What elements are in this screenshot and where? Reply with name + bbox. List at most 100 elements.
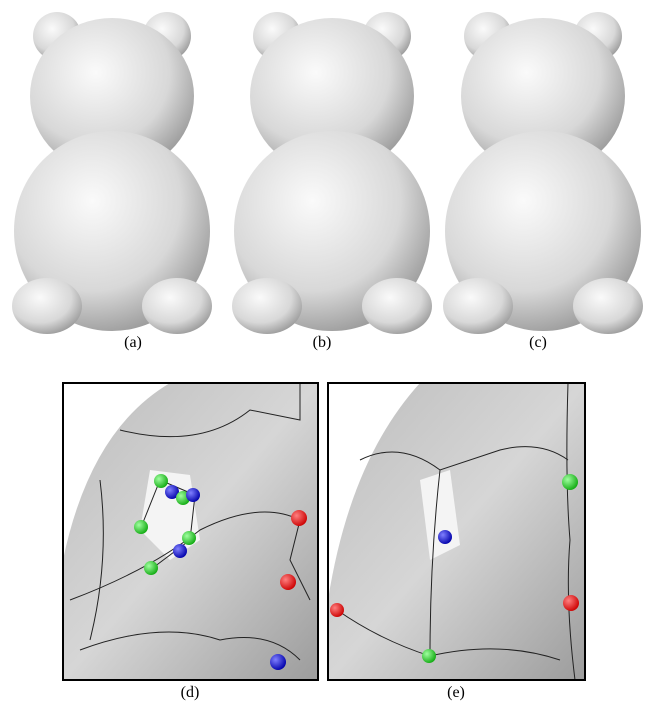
- vertex-dot: [99, 11, 104, 16]
- vertex-dot: [184, 11, 189, 16]
- vertex-dot: [110, 7, 115, 12]
- vertex-dot: [26, 166, 31, 171]
- vertex-dot: [25, 124, 30, 129]
- vertex-dot: [15, 156, 20, 161]
- vertex-dot: [198, 88, 203, 93]
- vertex-dot: [10, 95, 15, 100]
- segment-boundary: [230, 133, 247, 158]
- vertex-dot: [91, 13, 96, 18]
- vertex-dot: [23, 40, 28, 45]
- vertex-dot: [24, 141, 29, 146]
- segment-boundary: [21, 139, 42, 165]
- segment-boundary: [343, 2, 377, 17]
- vertex-dot: [21, 123, 26, 128]
- vertex-dot: [457, 119, 461, 123]
- segment-boundary: [411, 104, 445, 126]
- vertex-dot: [147, 5, 152, 10]
- vertex-dot: [20, 119, 25, 124]
- vertex-dot: [420, 83, 424, 87]
- vertex-dot: [197, 175, 202, 180]
- vertex-dot: [424, 160, 428, 164]
- segment-boundary: [441, 70, 452, 92]
- vertex-dot: [93, 8, 98, 13]
- vertex-dot: [172, 7, 177, 12]
- bear-b: [209, 0, 445, 360]
- vertex-dot: [24, 134, 29, 139]
- vertex-dot: [206, 32, 211, 37]
- vertex-dot: [86, 12, 91, 17]
- segment-boundary: [82, 327, 98, 351]
- vertex-dot: [22, 34, 27, 39]
- segment-boundary: [187, 12, 218, 31]
- vertex-dot: [197, 107, 202, 112]
- segment-boundary: [76, 332, 107, 352]
- vertex-dot: [631, 133, 635, 137]
- vertex-dot: [209, 100, 214, 105]
- vertex-dot: [187, 131, 192, 136]
- vertex-dot: [197, 84, 202, 89]
- vertex-dot: [92, 7, 97, 12]
- vertex-dot: [12, 10, 17, 15]
- vertex-dot: [196, 98, 201, 103]
- vertex-dot: [16, 54, 21, 59]
- vertex-dot: [32, 50, 37, 55]
- vertex-dot: [208, 39, 213, 44]
- vertex-dot: [198, 156, 203, 161]
- vertex-dot: [28, 161, 33, 166]
- vertex-dot: [67, 7, 72, 12]
- vertex-dot: [29, 156, 34, 161]
- vertex-dot: [14, 165, 19, 170]
- bear-a: [1, 0, 223, 353]
- vertex-dot: [31, 18, 36, 23]
- panel-label: (d): [181, 684, 200, 701]
- vertex-dot: [13, 285, 18, 290]
- vertex-dot: [234, 47, 238, 51]
- vertex-dot: [209, 70, 214, 75]
- vertex-dot: [26, 10, 31, 15]
- vertex-dot: [23, 25, 28, 30]
- vertex-dot: [200, 48, 205, 53]
- vertex-dot: [166, 7, 171, 12]
- segment-boundary: [1, 129, 18, 154]
- vertex-dot: [29, 47, 34, 52]
- vertex-dot: [12, 180, 17, 185]
- vertex-dot: [204, 127, 209, 132]
- segment-boundary: [191, 48, 218, 71]
- vertex-dot: [68, 10, 73, 15]
- zoom-d: [63, 383, 318, 680]
- panel-label: (a): [124, 334, 142, 351]
- vertex-dot: [116, 12, 121, 17]
- panel-label: (b): [313, 334, 332, 351]
- vertex-dot: [205, 97, 210, 102]
- vertex-dot: [18, 46, 23, 51]
- vertex-dot: [207, 196, 212, 201]
- vertex-dot: [134, 8, 139, 13]
- vertex-dot: [31, 126, 36, 131]
- vertex-dot: [193, 167, 198, 172]
- vertex-dot: [577, 329, 581, 333]
- segment-boundary: [193, 158, 221, 185]
- vertex-dot: [209, 210, 214, 215]
- vertex-dot: [202, 123, 207, 128]
- vertex-dot: [30, 160, 35, 165]
- panel-label: (e): [447, 684, 465, 701]
- segment-boundary: [209, 164, 245, 181]
- vertex-dot: [208, 10, 213, 15]
- segment-boundary: [421, 154, 429, 168]
- vertex-dot: [195, 54, 200, 59]
- segment-boundary: [247, 0, 259, 15]
- vertex-dot: [38, 7, 43, 12]
- vertex-dot: [419, 107, 423, 111]
- vertex-dot: [442, 152, 446, 156]
- vertex-dot: [529, 9, 533, 13]
- vertex-dot: [23, 12, 28, 17]
- vertex-dot: [242, 128, 246, 132]
- segment-boundary: [20, 126, 41, 146]
- zoom-e: [328, 383, 585, 680]
- vertex-dot: [207, 119, 212, 124]
- vertex-dot: [194, 73, 199, 78]
- vertex-dot: [118, 333, 123, 338]
- vertex-dot: [50, 8, 55, 13]
- vertex-dot: [30, 160, 35, 165]
- vertex-dot: [41, 5, 46, 10]
